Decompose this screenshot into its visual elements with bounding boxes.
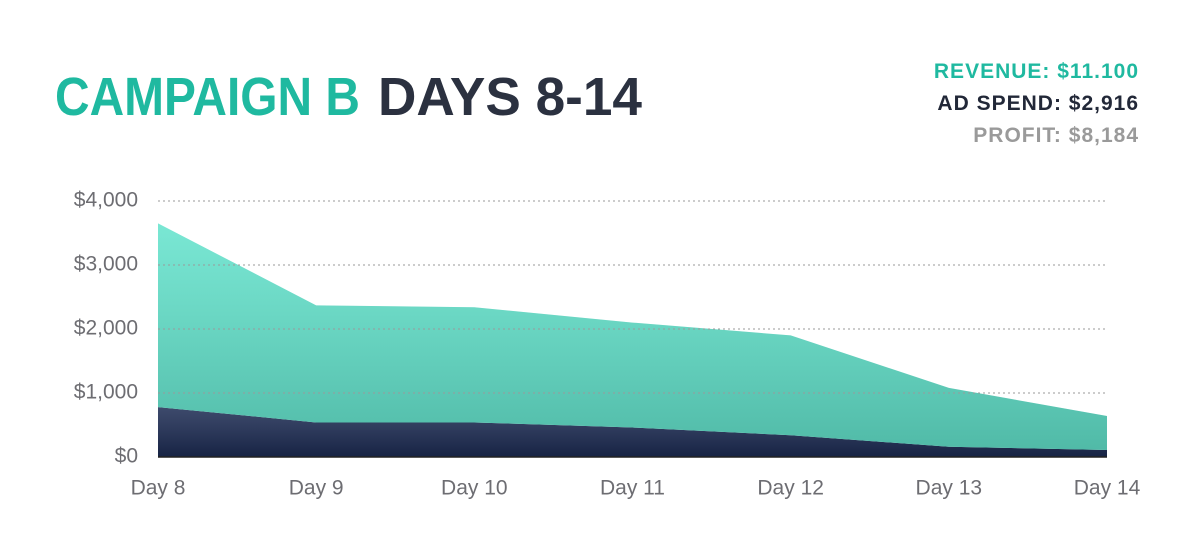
- x-tick-label: Day 12: [757, 477, 824, 500]
- x-tick-label: Day 13: [916, 477, 983, 500]
- summary-stat: PROFIT: $8,184: [973, 124, 1139, 147]
- x-tick-label: Day 11: [600, 477, 665, 500]
- y-tick-label: $2,000: [74, 317, 138, 340]
- y-tick-label: $3,000: [74, 253, 138, 276]
- summary-stat: AD SPEND: $2,916: [937, 92, 1139, 115]
- y-tick-label: $1,000: [74, 381, 138, 404]
- x-tick-label: Day 10: [441, 477, 508, 500]
- x-tick-label: Day 8: [131, 477, 186, 500]
- x-tick-label: Day 14: [1074, 477, 1141, 500]
- x-tick-label: Day 9: [289, 477, 344, 500]
- y-tick-label: $4,000: [74, 189, 138, 212]
- chart-title: DAYS 8-14: [378, 67, 642, 127]
- area-shade: [158, 407, 1107, 457]
- summary-stat: REVENUE: $11.100: [934, 60, 1139, 83]
- chart-title: CAMPAIGN B: [55, 67, 360, 127]
- area-shade: [158, 223, 1107, 450]
- y-tick-label: $0: [115, 445, 138, 468]
